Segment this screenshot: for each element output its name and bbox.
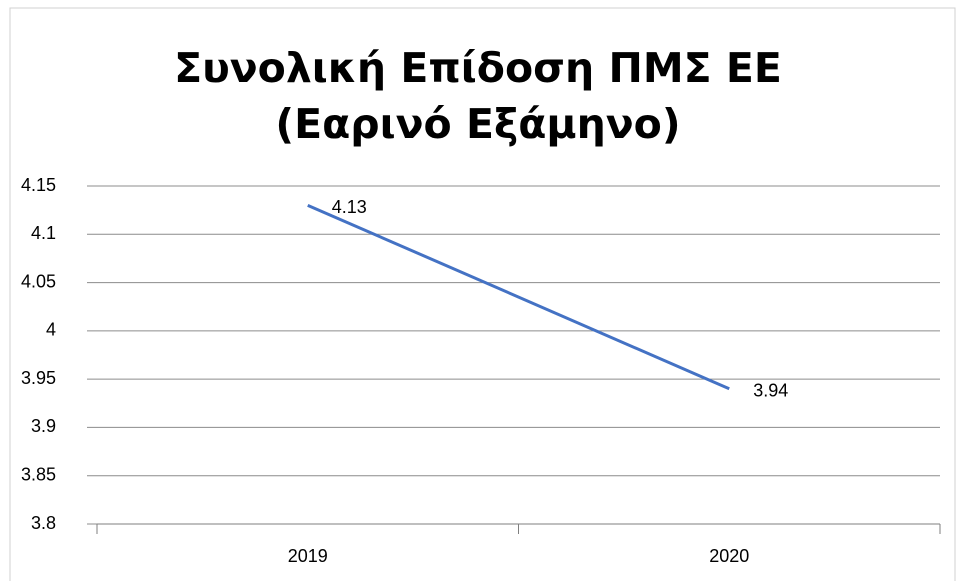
x-tick-label: 2019 xyxy=(288,546,328,566)
line xyxy=(307,203,730,391)
chart-title: Συνολική Επίδοση ΠΜΣ ΕΕ (Εαρινό Εξάμηνο) xyxy=(174,44,782,148)
y-tick-label: 3.9 xyxy=(31,416,56,436)
y-tick-label: 4 xyxy=(46,320,56,340)
y-tick-label: 3.8 xyxy=(31,513,56,533)
y-tick-label: 4.05 xyxy=(21,271,56,291)
y-tick-label: 4.15 xyxy=(21,175,56,195)
data-label: 4.13 xyxy=(332,197,367,217)
chart-border xyxy=(9,7,956,581)
data-label: 3.94 xyxy=(753,381,788,401)
y-tick-label: 4.1 xyxy=(31,223,56,243)
y-tick-label: 3.95 xyxy=(21,368,56,388)
y-tick-label: 3.85 xyxy=(21,464,56,484)
x-tick-label: 2020 xyxy=(709,546,749,566)
